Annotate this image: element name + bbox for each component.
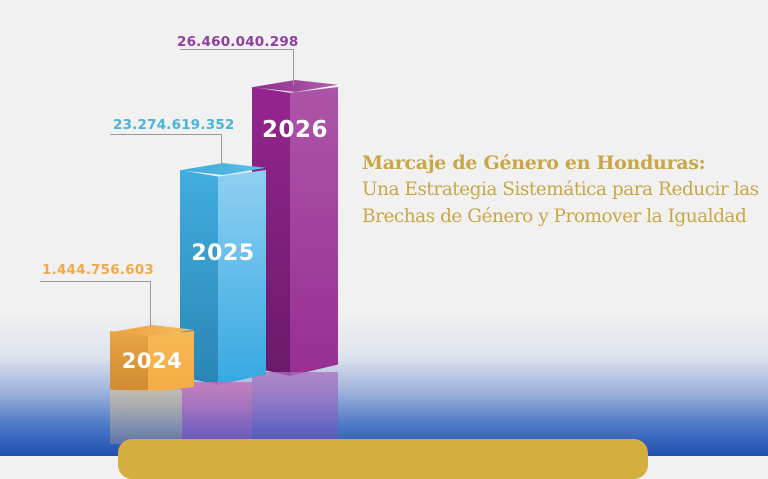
bar-2024-reflection <box>110 390 182 444</box>
value-label-2025: 23.274.619.352 <box>113 117 235 133</box>
leader-line-2025-h <box>110 134 221 135</box>
bar-2024-year-label: 2024 <box>121 349 183 373</box>
bar-2025-reflection <box>180 382 252 444</box>
leader-line-2025-v <box>221 134 222 168</box>
subtitle-line-2: Brechas de Género y Promover la Igualdad <box>362 206 747 227</box>
bar-2025-year-label: 2025 <box>191 241 255 266</box>
page-title: Marcaje de Género en Honduras: <box>362 152 706 174</box>
bar-2026-right-face <box>290 87 338 376</box>
bar-2026-reflection <box>252 372 338 444</box>
bar-2026-year-label: 2026 <box>261 117 328 143</box>
leader-line-2024-h <box>40 281 150 282</box>
bar-2024-left-face <box>110 331 148 393</box>
title-block: Marcaje de Género en Honduras: Una Estra… <box>362 150 762 230</box>
leader-line-2026-h <box>180 49 293 50</box>
value-label-2024: 1.444.756.603 <box>42 262 154 278</box>
bar-2024: 2024 <box>110 325 194 393</box>
value-label-2026: 26.460.040.298 <box>177 34 299 50</box>
bar-2025-right-face <box>218 170 266 385</box>
bottom-banner <box>118 439 648 479</box>
leader-line-2024-v <box>150 281 151 326</box>
bar-2024-right-face <box>148 331 194 393</box>
subtitle-line-1: Una Estrategia Sistemática para Reducir … <box>362 179 759 200</box>
leader-line-2026-v <box>293 49 294 85</box>
